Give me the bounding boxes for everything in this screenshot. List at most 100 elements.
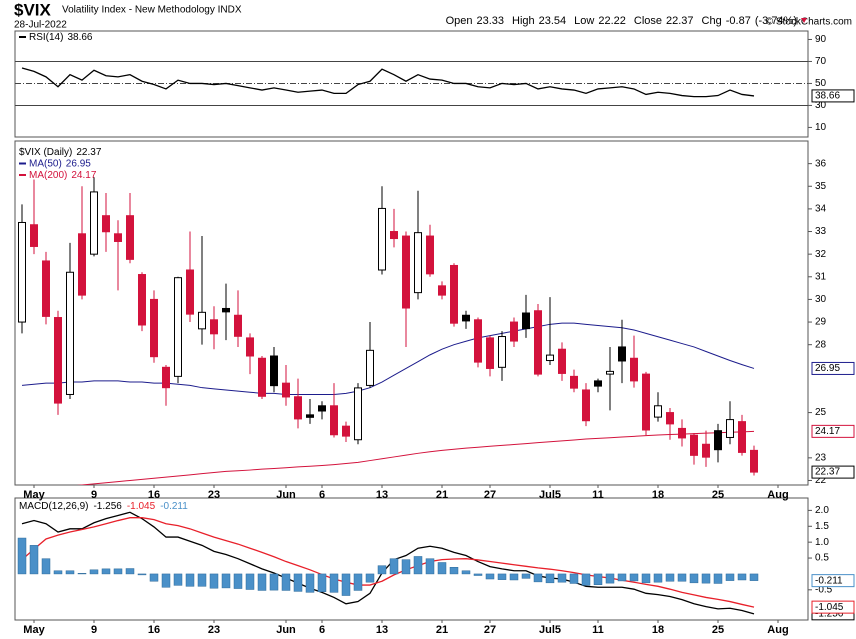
legend-value: -0.211 [160, 501, 188, 512]
y-tick-label: 34 [815, 204, 827, 215]
histogram-bar [581, 573, 591, 586]
histogram-bar [641, 573, 651, 584]
x-tick-label: 25 [712, 624, 724, 636]
candle-body [426, 235, 434, 275]
legend-value: 38.66 [67, 32, 92, 43]
value-tag-label: -1.045 [815, 602, 844, 613]
histogram-bar [737, 573, 747, 581]
histogram-bar [701, 573, 711, 584]
legend-value: 26.95 [66, 158, 91, 169]
quote-label: Close [634, 15, 662, 27]
candle-body [714, 430, 722, 451]
histogram-bar [29, 545, 39, 575]
y-tick-label: 30 [815, 294, 827, 305]
histogram-bar [125, 568, 135, 575]
quote-label: Chg [702, 15, 722, 27]
histogram-bar [41, 558, 51, 575]
candle-body [462, 314, 470, 322]
candle-body [642, 373, 650, 431]
legend-name: RSI(14) [29, 32, 63, 43]
quote-value: 22.22 [598, 15, 626, 27]
legend-value: -1.256 [93, 501, 122, 512]
candle-body [234, 314, 242, 337]
x-tick-label: 9 [91, 489, 97, 501]
candle-body [102, 215, 110, 233]
histogram-bar [497, 573, 507, 580]
y-tick-label: 50 [815, 78, 827, 89]
value-tag [811, 424, 855, 438]
y-tick-label: 29 [815, 317, 827, 328]
x-tick-label: 21 [436, 489, 448, 501]
series-line [21, 67, 755, 98]
plot-area [17, 511, 759, 615]
title-value: 22.37 [76, 147, 101, 158]
title-text: $VIX (Daily) [19, 147, 72, 158]
x-tick-label: 13 [376, 489, 388, 501]
candle-body [114, 233, 122, 242]
candle-body [78, 233, 86, 296]
histogram-bar [413, 556, 423, 575]
histogram-bar [665, 573, 675, 582]
histogram-bar [509, 573, 519, 581]
quote-value: 22.37 [666, 15, 694, 27]
x-tick-label: 11 [592, 624, 604, 636]
candle-body [294, 396, 302, 420]
x-tick-label: Jul5 [539, 624, 561, 636]
x-tick-label: 27 [484, 624, 496, 636]
legend-name: MA(50) [29, 158, 62, 169]
series-line [76, 430, 755, 485]
y-tick-label: 22 [815, 475, 827, 486]
quote-label: High [512, 15, 535, 27]
candle-body [582, 389, 590, 422]
candle-body [606, 370, 614, 375]
quote-label: Open [446, 15, 473, 27]
value-tag [811, 361, 855, 375]
x-tick-label: 6 [319, 624, 325, 636]
candle-body [330, 405, 338, 436]
histogram-bar [317, 573, 327, 592]
chart-date: 28-Jul-2022 [14, 20, 67, 31]
panel-title: MACD(12,26,9) -1.256 -1.045 -0.211 [19, 501, 188, 512]
candle-body [18, 221, 26, 323]
candle-body [738, 421, 746, 453]
legend-name: MA(200) [29, 170, 67, 181]
histogram-bar [629, 573, 639, 582]
symbol: $VIX [14, 0, 52, 19]
quote-value: -0.87 [726, 15, 751, 27]
x-tick-label: 16 [148, 624, 160, 636]
plot-area [15, 60, 808, 106]
legend-value: -1.045 [127, 501, 156, 512]
value-tag [811, 465, 855, 479]
series-line [21, 517, 755, 608]
histogram-bar [281, 573, 291, 591]
candle-body [510, 321, 518, 342]
candle-body [402, 235, 410, 309]
legend-entry: MA(50) 26.95 [29, 158, 91, 169]
candle-body [90, 191, 98, 255]
y-tick-label: 30 [815, 100, 827, 111]
histogram-bar [269, 573, 279, 591]
price-panel [14, 140, 809, 486]
candle-body [30, 224, 38, 247]
candle-body [246, 337, 254, 357]
y-tick-label: 23 [815, 452, 827, 463]
quote-change-pct: (-3.74%) [755, 15, 797, 27]
candle-body [318, 405, 326, 412]
x-tick-label: 25 [712, 489, 724, 501]
rsi-panel [14, 30, 809, 138]
candle-body [150, 298, 158, 358]
y-tick-label: 35 [815, 181, 827, 192]
candle-body [126, 215, 134, 260]
histogram-bar [545, 573, 555, 584]
histogram-bar [557, 573, 567, 583]
candle-body [174, 277, 182, 377]
candle-body [222, 307, 230, 313]
candle-body [258, 357, 266, 397]
histogram-bar [377, 565, 387, 575]
series-line [21, 322, 755, 395]
histogram-bar [65, 570, 75, 575]
histogram-bar [329, 573, 339, 593]
x-tick-label: Jul5 [539, 489, 561, 501]
candle-body [438, 285, 446, 296]
